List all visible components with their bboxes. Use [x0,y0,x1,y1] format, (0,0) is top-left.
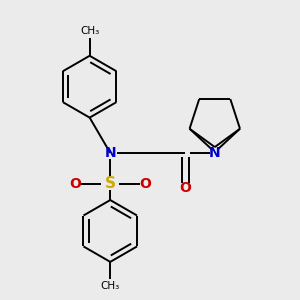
Text: CH₃: CH₃ [100,281,120,291]
Text: O: O [69,177,81,191]
Text: CH₃: CH₃ [80,26,99,36]
Text: O: O [179,181,191,195]
Text: N: N [209,146,220,160]
Text: O: O [140,177,152,191]
Text: N: N [104,146,116,160]
Text: S: S [105,176,116,191]
